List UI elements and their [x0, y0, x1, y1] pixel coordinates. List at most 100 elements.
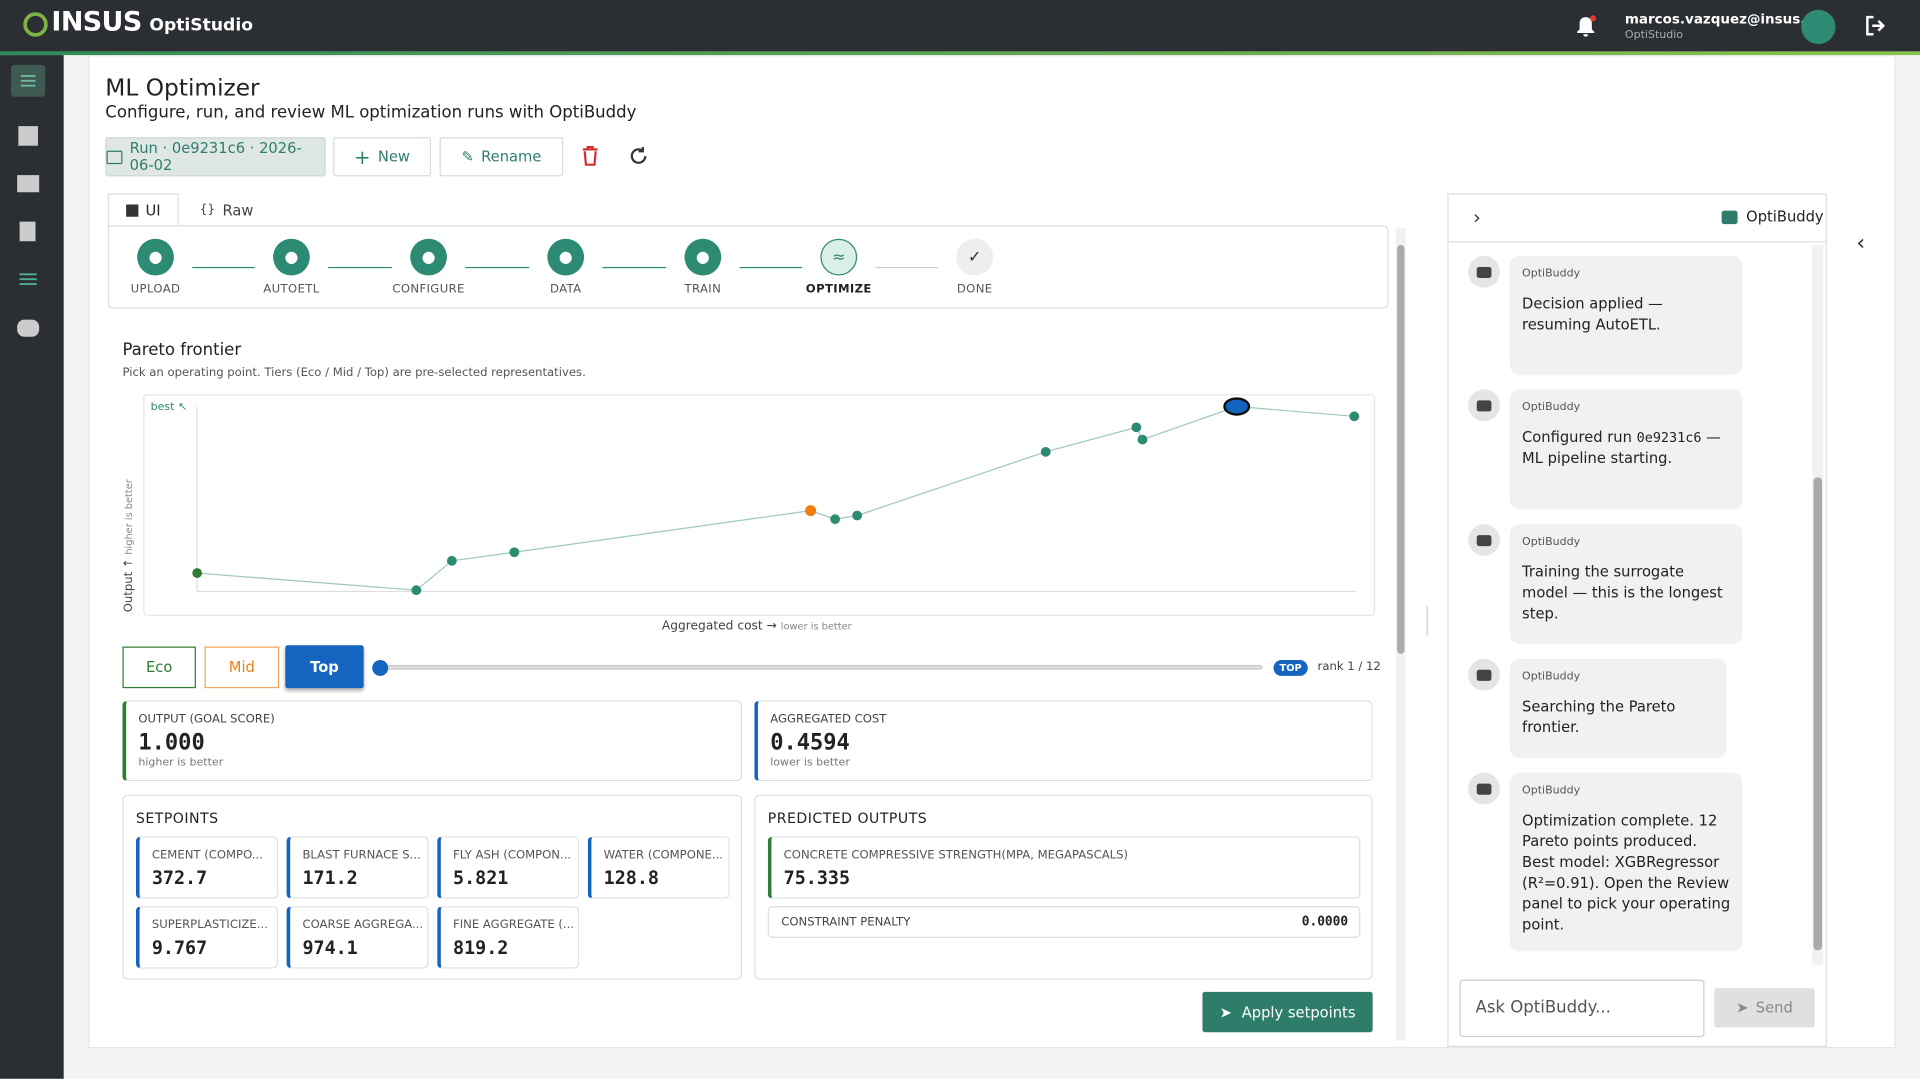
step-label: CONFIGURE	[392, 282, 465, 297]
chat-text-part: Searching the Pareto frontier.	[1522, 697, 1676, 736]
collapse-chat[interactable]: ›	[1473, 205, 1481, 229]
step-label: AUTOETL	[263, 282, 320, 297]
accent-line	[0, 51, 1920, 56]
chat-title: OptiBuddy	[1746, 208, 1824, 226]
step-connector	[328, 266, 392, 269]
chat-avatar	[1468, 255, 1501, 288]
predicted-label: CONCRETE COMPRESSIVE STRENGTH(MPA, MEGAP…	[783, 848, 1129, 863]
chat-input[interactable]: Ask OptiBuddy...	[1459, 979, 1705, 1038]
y-label: Output ↑	[122, 558, 136, 613]
step-label: DATA	[549, 282, 582, 297]
apply-button[interactable]: ➤ Apply setpoints	[1202, 991, 1373, 1033]
chat-bubble: OptiBuddy Optimization complete. 12 Paret…	[1509, 772, 1743, 952]
predicted-title: PREDICTED OUTPUTS	[767, 809, 928, 827]
rename-label: Rename	[481, 148, 542, 166]
setpoints-title: SETPOINTS	[135, 809, 219, 827]
step-icon: ●	[547, 238, 585, 276]
chat-text-part: Configured run	[1522, 428, 1637, 446]
top-bar	[0, 0, 1920, 52]
metric-label: AGGREGATED COST	[770, 712, 887, 727]
step-icon: ≈	[820, 238, 858, 276]
resize-handle[interactable]	[1426, 606, 1428, 636]
chat-text: Training the surrogate model — this is t…	[1522, 562, 1730, 624]
step-label: OPTIMIZE	[805, 282, 872, 297]
user-avatar[interactable]	[1801, 9, 1836, 45]
metric-value: 1.000	[138, 729, 205, 756]
predicted-item: CONCRETE COMPRESSIVE STRENGTH(MPA, MEGAP…	[767, 836, 1361, 899]
setpoint-label: WATER (COMPONE...	[603, 848, 724, 863]
sidebar	[0, 55, 64, 1079]
pareto-hint: Pick an operating point. Tiers (Eco / Mi…	[122, 366, 586, 380]
tab-label: UI	[145, 202, 161, 220]
nav-savings[interactable]	[17, 319, 40, 337]
chat-bubble: OptiBuddy Training the surrogate model — …	[1509, 524, 1743, 645]
notifications[interactable]	[1575, 15, 1597, 39]
metric-hint: higher is better	[138, 756, 224, 769]
nav-optimizer[interactable]	[17, 269, 39, 289]
tier-top[interactable]: Top	[285, 645, 364, 689]
pareto-chart-frame	[143, 394, 1376, 616]
rank-text: rank 1 / 12	[1317, 660, 1381, 674]
new-label: New	[377, 148, 410, 166]
step-connector	[739, 266, 803, 269]
predicted-value: 75.335	[783, 866, 851, 889]
page-title: ML Optimizer	[105, 74, 260, 102]
apply-label: Apply setpoints	[1241, 1003, 1356, 1021]
tier-eco[interactable]: Eco	[122, 646, 196, 689]
chat-bubble: OptiBuddy Searching the Pareto frontier.	[1509, 658, 1727, 758]
penalty-value: 0.0000	[1301, 914, 1349, 930]
x-axis-label: Aggregated cost → lower is better	[512, 620, 1002, 633]
step-icon: ●	[410, 238, 447, 276]
tier-mid[interactable]: Mid	[204, 646, 280, 689]
chat-avatar	[1468, 772, 1501, 805]
chat-avatar	[1468, 658, 1501, 691]
y-axis-label: Output ↑ higher is better	[122, 479, 136, 613]
tab-raw[interactable]: {} Raw	[199, 201, 254, 219]
metric-output: OUTPUT (GOAL SCORE) 1.000 higher is bett…	[122, 700, 743, 782]
chat-text: Decision applied — resuming AutoETL.	[1522, 294, 1730, 336]
chat-divider	[1447, 241, 1827, 243]
setpoint-card: FLY ASH (COMPON... 5.821	[437, 836, 580, 899]
nav-files[interactable]	[19, 221, 36, 242]
step-connector	[465, 266, 529, 269]
run-selector[interactable]: Run · 0e9231c6 · 2026-06-02	[105, 137, 326, 177]
setpoint-label: SUPERPLASTICIZE...	[151, 918, 268, 932]
setpoint-label: FINE AGGREGATE (...	[453, 918, 575, 932]
nav-dashboard[interactable]	[18, 126, 38, 146]
slider-knob[interactable]	[372, 660, 389, 676]
metric-value: 0.4594	[770, 729, 850, 756]
pareto-title: Pareto frontier	[122, 340, 242, 361]
logout[interactable]	[1864, 15, 1888, 37]
refresh-button[interactable]	[628, 146, 649, 167]
setpoint-label: CEMENT (COMPO...	[151, 848, 263, 863]
setpoint-card: COARSE AGGREGA... 974.1	[286, 906, 429, 969]
chat-bubble: OptiBuddy Configured run 0e9231c6 — ML pi…	[1509, 389, 1743, 510]
setpoint-value: 974.1	[302, 936, 358, 959]
delete-button[interactable]	[582, 145, 599, 167]
metric-cost: AGGREGATED COST 0.4594 lower is better	[754, 700, 1373, 782]
setpoint-value: 819.2	[453, 936, 509, 959]
step-connector	[192, 266, 255, 269]
page-subtitle: Configure, run, and review ML optimizati…	[105, 102, 637, 123]
setpoint-card: SUPERPLASTICIZE... 9.767	[135, 906, 278, 969]
chat-text: Searching the Pareto frontier.	[1522, 697, 1714, 739]
tab-ui[interactable]: UI	[107, 193, 179, 227]
rank-badge: TOP	[1273, 660, 1308, 676]
user-email: marcos.vazquez@insus.ch	[1624, 11, 1823, 27]
chat-scroll-thumb[interactable]	[1813, 477, 1823, 951]
chat-avatar	[1468, 389, 1501, 422]
send-button[interactable]: ➤ Send	[1714, 988, 1815, 1028]
step-connector	[602, 266, 667, 269]
rename-button[interactable]: ✎ Rename	[439, 137, 564, 177]
predicted-panel: PREDICTED OUTPUTS CONCRETE COMPRESSIVE S…	[754, 794, 1373, 980]
new-button[interactable]: + New	[333, 137, 432, 177]
rank-slider[interactable]	[379, 664, 1263, 670]
scroll-thumb[interactable]	[1397, 244, 1405, 654]
nav-docs[interactable]	[17, 175, 40, 193]
expand-right[interactable]: ‹	[1856, 230, 1866, 256]
setpoint-card: FINE AGGREGATE (... 819.2	[437, 906, 580, 969]
setpoint-label: FLY ASH (COMPON...	[453, 848, 572, 863]
chat-text-part: Decision applied — resuming AutoETL.	[1522, 295, 1663, 334]
step-label: DONE	[956, 282, 993, 297]
